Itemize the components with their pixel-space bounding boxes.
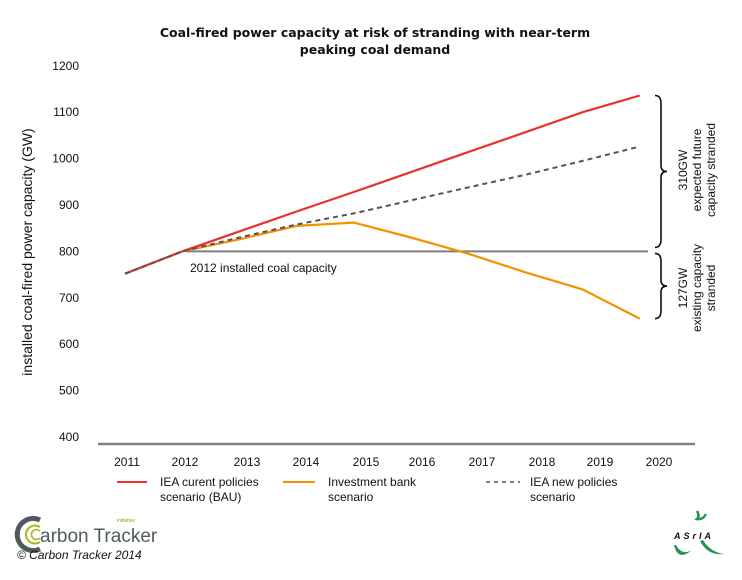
- legend: IEA curent policies scenario (BAU) Inves…: [117, 475, 617, 504]
- x-axis-ticks: 2011 2012 2013 2014 2015 2016 2017 2018 2019 2020: [114, 455, 673, 469]
- series-line-bau: [124, 94, 641, 275]
- y-tick-label: 700: [59, 291, 79, 305]
- logo-wordmark: arbon Tracker: [40, 526, 158, 547]
- brace-future-capacity: [654, 94, 668, 249]
- annotation-existing-line-3: stranded: [704, 265, 718, 312]
- annotation-existing: 127GW existing capacity stranded: [676, 244, 718, 332]
- x-tick-label: 2015: [353, 455, 380, 469]
- x-tick-label: 2011: [114, 455, 140, 469]
- carbon-tracker-logo: arbon Tracker initiative: [14, 516, 158, 553]
- y-axis-ticks: 400 500 600 700 800 900 1000 1100 1200: [52, 59, 79, 444]
- reference-line-label: 2012 installed coal capacity: [190, 261, 337, 275]
- asria-logo-text: ASrIA: [673, 531, 714, 541]
- y-axis-label: installed coal-fired power capacity (GW): [19, 128, 35, 375]
- brace-existing-capacity: [654, 252, 668, 320]
- x-tick-label: 2019: [587, 455, 614, 469]
- series-group: [124, 94, 641, 320]
- annotation-future: 310GW expected future capacity stranded: [676, 123, 718, 217]
- x-tick-label: 2014: [293, 455, 320, 469]
- legend-label-bau-line-1: IEA curent policies: [160, 475, 259, 489]
- legend-label-new-policies-line-2: scenario: [530, 490, 576, 504]
- y-tick-label: 900: [59, 198, 79, 212]
- chart-title-line-2: peaking coal demand: [300, 42, 450, 57]
- legend-label-new-policies-line-1: IEA new policies: [530, 475, 617, 489]
- annotation-future-line-1: 310GW: [676, 149, 690, 190]
- asria-logo-head: [694, 510, 708, 521]
- x-tick-label: 2016: [409, 455, 436, 469]
- logo-c-arc-inner: [30, 528, 41, 541]
- asria-logo-left-stroke: [674, 545, 692, 555]
- logo-tagline: initiative: [117, 518, 135, 524]
- chart-title-line-1: Coal-fired power capacity at risk of str…: [160, 25, 590, 40]
- x-tick-label: 2018: [529, 455, 556, 469]
- legend-label-bau-line-2: scenario (BAU): [160, 490, 241, 504]
- asria-logo: ASrIA: [673, 510, 724, 555]
- x-tick-label: 2017: [469, 455, 496, 469]
- y-tick-label: 400: [59, 430, 79, 444]
- x-tick-label: 2012: [172, 455, 199, 469]
- logo-c-arc-outer: [14, 516, 42, 553]
- series-line-new-policies: [124, 145, 641, 275]
- legend-label-investment-bank-line-1: Investment bank: [328, 475, 417, 489]
- annotation-future-line-3: capacity stranded: [704, 123, 718, 217]
- y-tick-label: 1100: [53, 105, 79, 119]
- y-tick-label: 600: [59, 337, 79, 351]
- annotation-future-line-2: expected future: [690, 128, 704, 211]
- annotation-existing-line-2: existing capacity: [690, 244, 704, 332]
- y-tick-label: 500: [59, 384, 79, 398]
- y-tick-label: 800: [59, 244, 79, 258]
- legend-label-investment-bank-line-2: scenario: [328, 490, 374, 504]
- x-tick-label: 2020: [646, 455, 673, 469]
- annotation-existing-line-1: 127GW: [676, 267, 690, 308]
- y-tick-label: 1000: [52, 152, 79, 166]
- logo-c-arc-mid: [25, 524, 41, 545]
- y-tick-label: 1200: [52, 59, 79, 73]
- x-tick-label: 2013: [234, 455, 261, 469]
- asria-logo-right-stroke: [700, 540, 724, 555]
- copyright-notice: © Carbon Tracker 2014: [17, 548, 142, 562]
